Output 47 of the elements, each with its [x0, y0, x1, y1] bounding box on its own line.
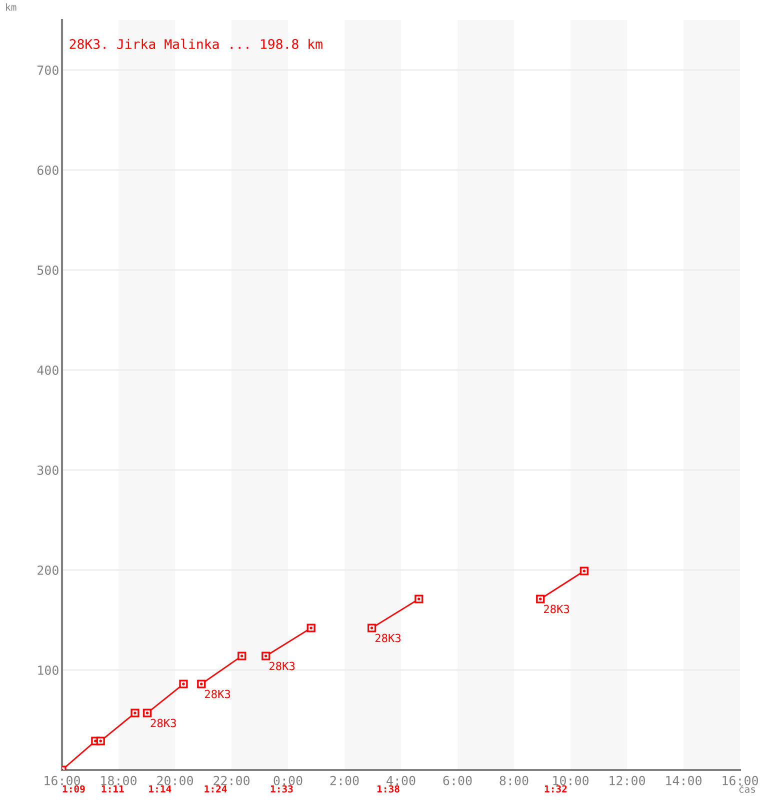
y-tick-label: 500: [38, 266, 58, 275]
text: 1:38: [377, 785, 400, 793]
x-tick-label: 2:00: [330, 776, 359, 786]
series-label: 28K3: [544, 604, 570, 614]
text: 1:14: [149, 785, 172, 792]
x-tick-label: 20:00: [157, 776, 194, 786]
point: [306, 624, 316, 632]
x-tick-label: 12:00: [610, 776, 646, 786]
x-axis-title: čas: [739, 784, 756, 793]
text: 1:11: [102, 785, 124, 792]
y-tick-label: 100: [38, 666, 58, 675]
series-label: 28K3: [204, 690, 230, 698]
point: [414, 594, 424, 604]
x-tick-label: 22:00: [214, 776, 250, 786]
text: 1:09: [62, 785, 85, 793]
x-tick-label: 6:00: [443, 776, 472, 786]
y-tick-label: 200: [38, 566, 58, 575]
x-tick-label: 8:00: [500, 776, 528, 786]
point: [536, 594, 545, 604]
x-tick-label: 0:00: [274, 776, 302, 786]
x-tick-label: 4:00: [386, 776, 416, 786]
text: 28K3. Jirka Malinka ... 198.8 km: [70, 38, 322, 50]
series-label: 28K3: [150, 718, 176, 728]
x-tick-label: 18:00: [101, 776, 137, 786]
text: 1:33: [270, 785, 293, 793]
point: [580, 566, 588, 576]
point: [368, 624, 376, 632]
x-tick-label: 10:00: [553, 776, 589, 786]
series-label: 28K3: [269, 662, 295, 670]
point: [179, 680, 188, 688]
point: [130, 708, 140, 718]
point: [238, 652, 246, 660]
point: [142, 708, 152, 718]
text: 1:32: [544, 785, 567, 793]
point: [262, 652, 270, 660]
point: [197, 680, 206, 688]
y-tick-label: 400: [37, 366, 58, 375]
point: [96, 736, 105, 746]
series-label: 28K3: [375, 634, 401, 642]
y-tick-label: 600: [37, 166, 58, 175]
x-tick-label: 16:00: [44, 776, 80, 786]
y-tick-label: 300: [37, 466, 58, 475]
text: 1:24: [204, 785, 227, 792]
x-tick-label: 14:00: [666, 776, 702, 786]
y-axis-title: km: [6, 3, 16, 11]
y-tick-label: 700: [37, 66, 58, 75]
x-tick-label: 16:00: [722, 776, 758, 786]
